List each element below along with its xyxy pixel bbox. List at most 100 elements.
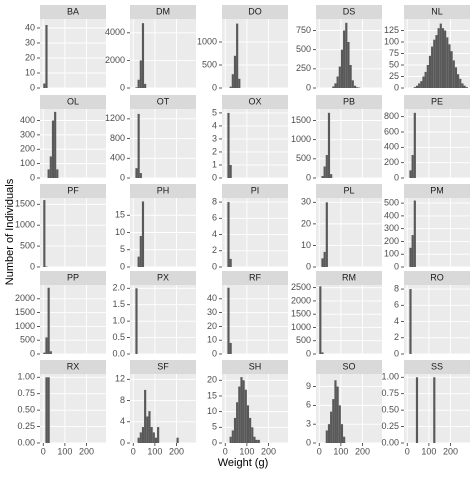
y-tick-label: 1000 <box>15 220 35 230</box>
strip-title: DO <box>248 6 262 16</box>
bar <box>138 257 140 267</box>
strip-title: PH <box>157 185 170 195</box>
bar <box>236 24 238 88</box>
bar <box>429 56 431 88</box>
strip-title: OT <box>157 96 170 106</box>
bar <box>409 248 411 267</box>
y-tick-label: 1 <box>212 159 217 169</box>
bar <box>140 432 142 443</box>
x-tick-label: 0 <box>223 446 228 456</box>
bar <box>230 343 232 354</box>
panel <box>40 285 106 354</box>
y-tick-label: 50 <box>389 59 399 69</box>
bar <box>247 405 249 443</box>
bar <box>412 155 414 178</box>
bar <box>148 411 150 443</box>
strip-title: RM <box>342 272 356 282</box>
x-tick-label: 200 <box>355 446 370 456</box>
bar <box>414 201 416 267</box>
bar <box>446 37 448 88</box>
bar <box>227 202 229 267</box>
bar <box>431 47 433 88</box>
bar <box>142 427 144 443</box>
bar <box>352 80 354 88</box>
bar <box>341 424 343 443</box>
y-tick-label: 1500 <box>15 307 35 317</box>
y-tick-label: 400 <box>384 210 399 220</box>
bar <box>433 40 435 88</box>
y-tick-label: 300 <box>384 223 399 233</box>
panel <box>222 198 288 267</box>
strip-title: SH <box>249 361 262 371</box>
strip-title: PX <box>157 272 169 282</box>
y-tick-label: 6 <box>306 400 311 410</box>
bar <box>138 438 140 443</box>
bar <box>157 427 159 443</box>
bar <box>234 418 236 443</box>
y-tick-label: 0.25 <box>17 421 35 431</box>
y-tick-label: 0 <box>212 437 217 447</box>
bar <box>339 405 341 443</box>
bar <box>249 418 251 443</box>
bar <box>453 60 455 88</box>
bar <box>425 72 427 88</box>
y-tick-label: 600 <box>384 126 399 136</box>
strip-title: PB <box>343 96 355 106</box>
strip-title: DM <box>156 6 170 16</box>
bar <box>45 337 47 354</box>
bar <box>144 84 146 88</box>
bar <box>328 424 330 443</box>
bar <box>230 437 232 443</box>
y-tick-label: 1500 <box>291 309 311 319</box>
bar <box>45 377 47 443</box>
y-tick-label: 5 <box>212 107 217 117</box>
y-tick-label: 2 <box>394 332 399 342</box>
y-tick-label: 200 <box>384 236 399 246</box>
strip-title: SO <box>342 361 355 371</box>
y-tick-label: 500 <box>296 335 311 345</box>
y-tick-label: 3 <box>306 419 311 429</box>
y-tick-label: 100 <box>384 249 399 259</box>
bar <box>52 121 54 179</box>
bar <box>440 24 442 88</box>
y-tick-label: 10 <box>25 67 35 77</box>
bar <box>321 258 323 267</box>
x-tick-label: 0 <box>131 446 136 456</box>
y-tick-label: 2 <box>212 146 217 156</box>
bar <box>240 377 242 443</box>
bar <box>324 252 326 267</box>
y-tick-label: 10 <box>207 335 217 345</box>
bar <box>337 77 339 89</box>
bar <box>324 167 326 179</box>
bar <box>416 377 418 443</box>
y-tick-label: 8 <box>120 395 125 405</box>
y-tick-label: 1.00 <box>17 372 35 382</box>
y-tick-label: 6 <box>394 300 399 310</box>
bar <box>155 438 157 443</box>
y-tick-label: 0.75 <box>17 388 35 398</box>
y-tick-label: 10 <box>207 406 217 416</box>
y-tick-label: 0 <box>306 261 311 271</box>
strip-title: SF <box>157 361 169 371</box>
bar <box>238 387 240 443</box>
y-tick-label: 0 <box>306 82 311 92</box>
bar <box>50 156 52 178</box>
bar <box>251 427 253 443</box>
y-tick-label: 0 <box>120 172 125 182</box>
bar <box>416 86 418 88</box>
y-tick-label: 15 <box>207 390 217 400</box>
y-tick-label: 0.50 <box>17 405 35 415</box>
bar <box>135 87 137 88</box>
bar <box>433 377 435 443</box>
bar <box>142 23 144 88</box>
panel <box>130 109 196 178</box>
strip-title: PL <box>343 185 354 195</box>
y-tick-label: 400 <box>20 115 35 125</box>
strip-title: OX <box>248 96 261 106</box>
y-tick-label: 0.00 <box>381 437 399 447</box>
y-tick-label: 0 <box>120 82 125 92</box>
y-tick-label: 750 <box>296 25 311 35</box>
strip-title: PM <box>430 185 444 195</box>
bar <box>43 353 45 354</box>
